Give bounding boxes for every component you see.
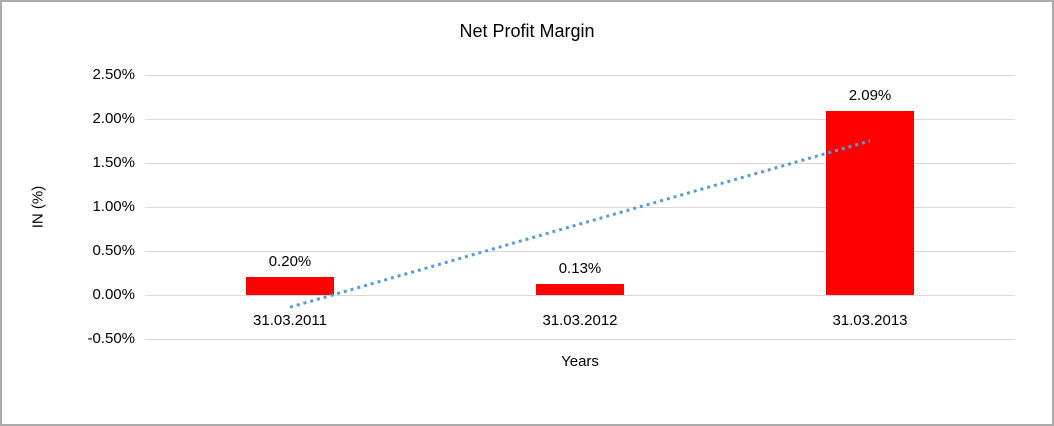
- x-axis-title: Years: [561, 353, 599, 370]
- bar-2: [536, 283, 624, 295]
- chart-title: Net Profit Margin: [459, 21, 595, 41]
- y-tick-label: -0.50%: [87, 330, 135, 347]
- y-tick-label: 1.00%: [92, 198, 135, 215]
- y-tick-label: 0.50%: [92, 242, 135, 259]
- y-tick-label: 0.00%: [92, 286, 135, 303]
- y-tick-label: 2.00%: [92, 110, 135, 127]
- bar-data-label: 0.13%: [558, 259, 602, 277]
- gridline: [145, 118, 1015, 120]
- x-tick-label: 31.03.2013: [832, 312, 908, 329]
- bar-1: [246, 277, 334, 295]
- gridline: [145, 338, 1015, 340]
- y-axis-title: IN (%): [29, 185, 47, 229]
- y-tick-label: 2.50%: [92, 66, 135, 83]
- bar-data-label: 2.09%: [848, 87, 892, 105]
- y-tick-label: 1.50%: [92, 154, 135, 171]
- gridline: [145, 74, 1015, 76]
- x-tick-label: 31.03.2011: [253, 312, 327, 329]
- x-tick-label: 31.03.2012: [542, 312, 618, 329]
- bar-3: [826, 111, 914, 295]
- bar-data-label: 0.20%: [268, 253, 312, 271]
